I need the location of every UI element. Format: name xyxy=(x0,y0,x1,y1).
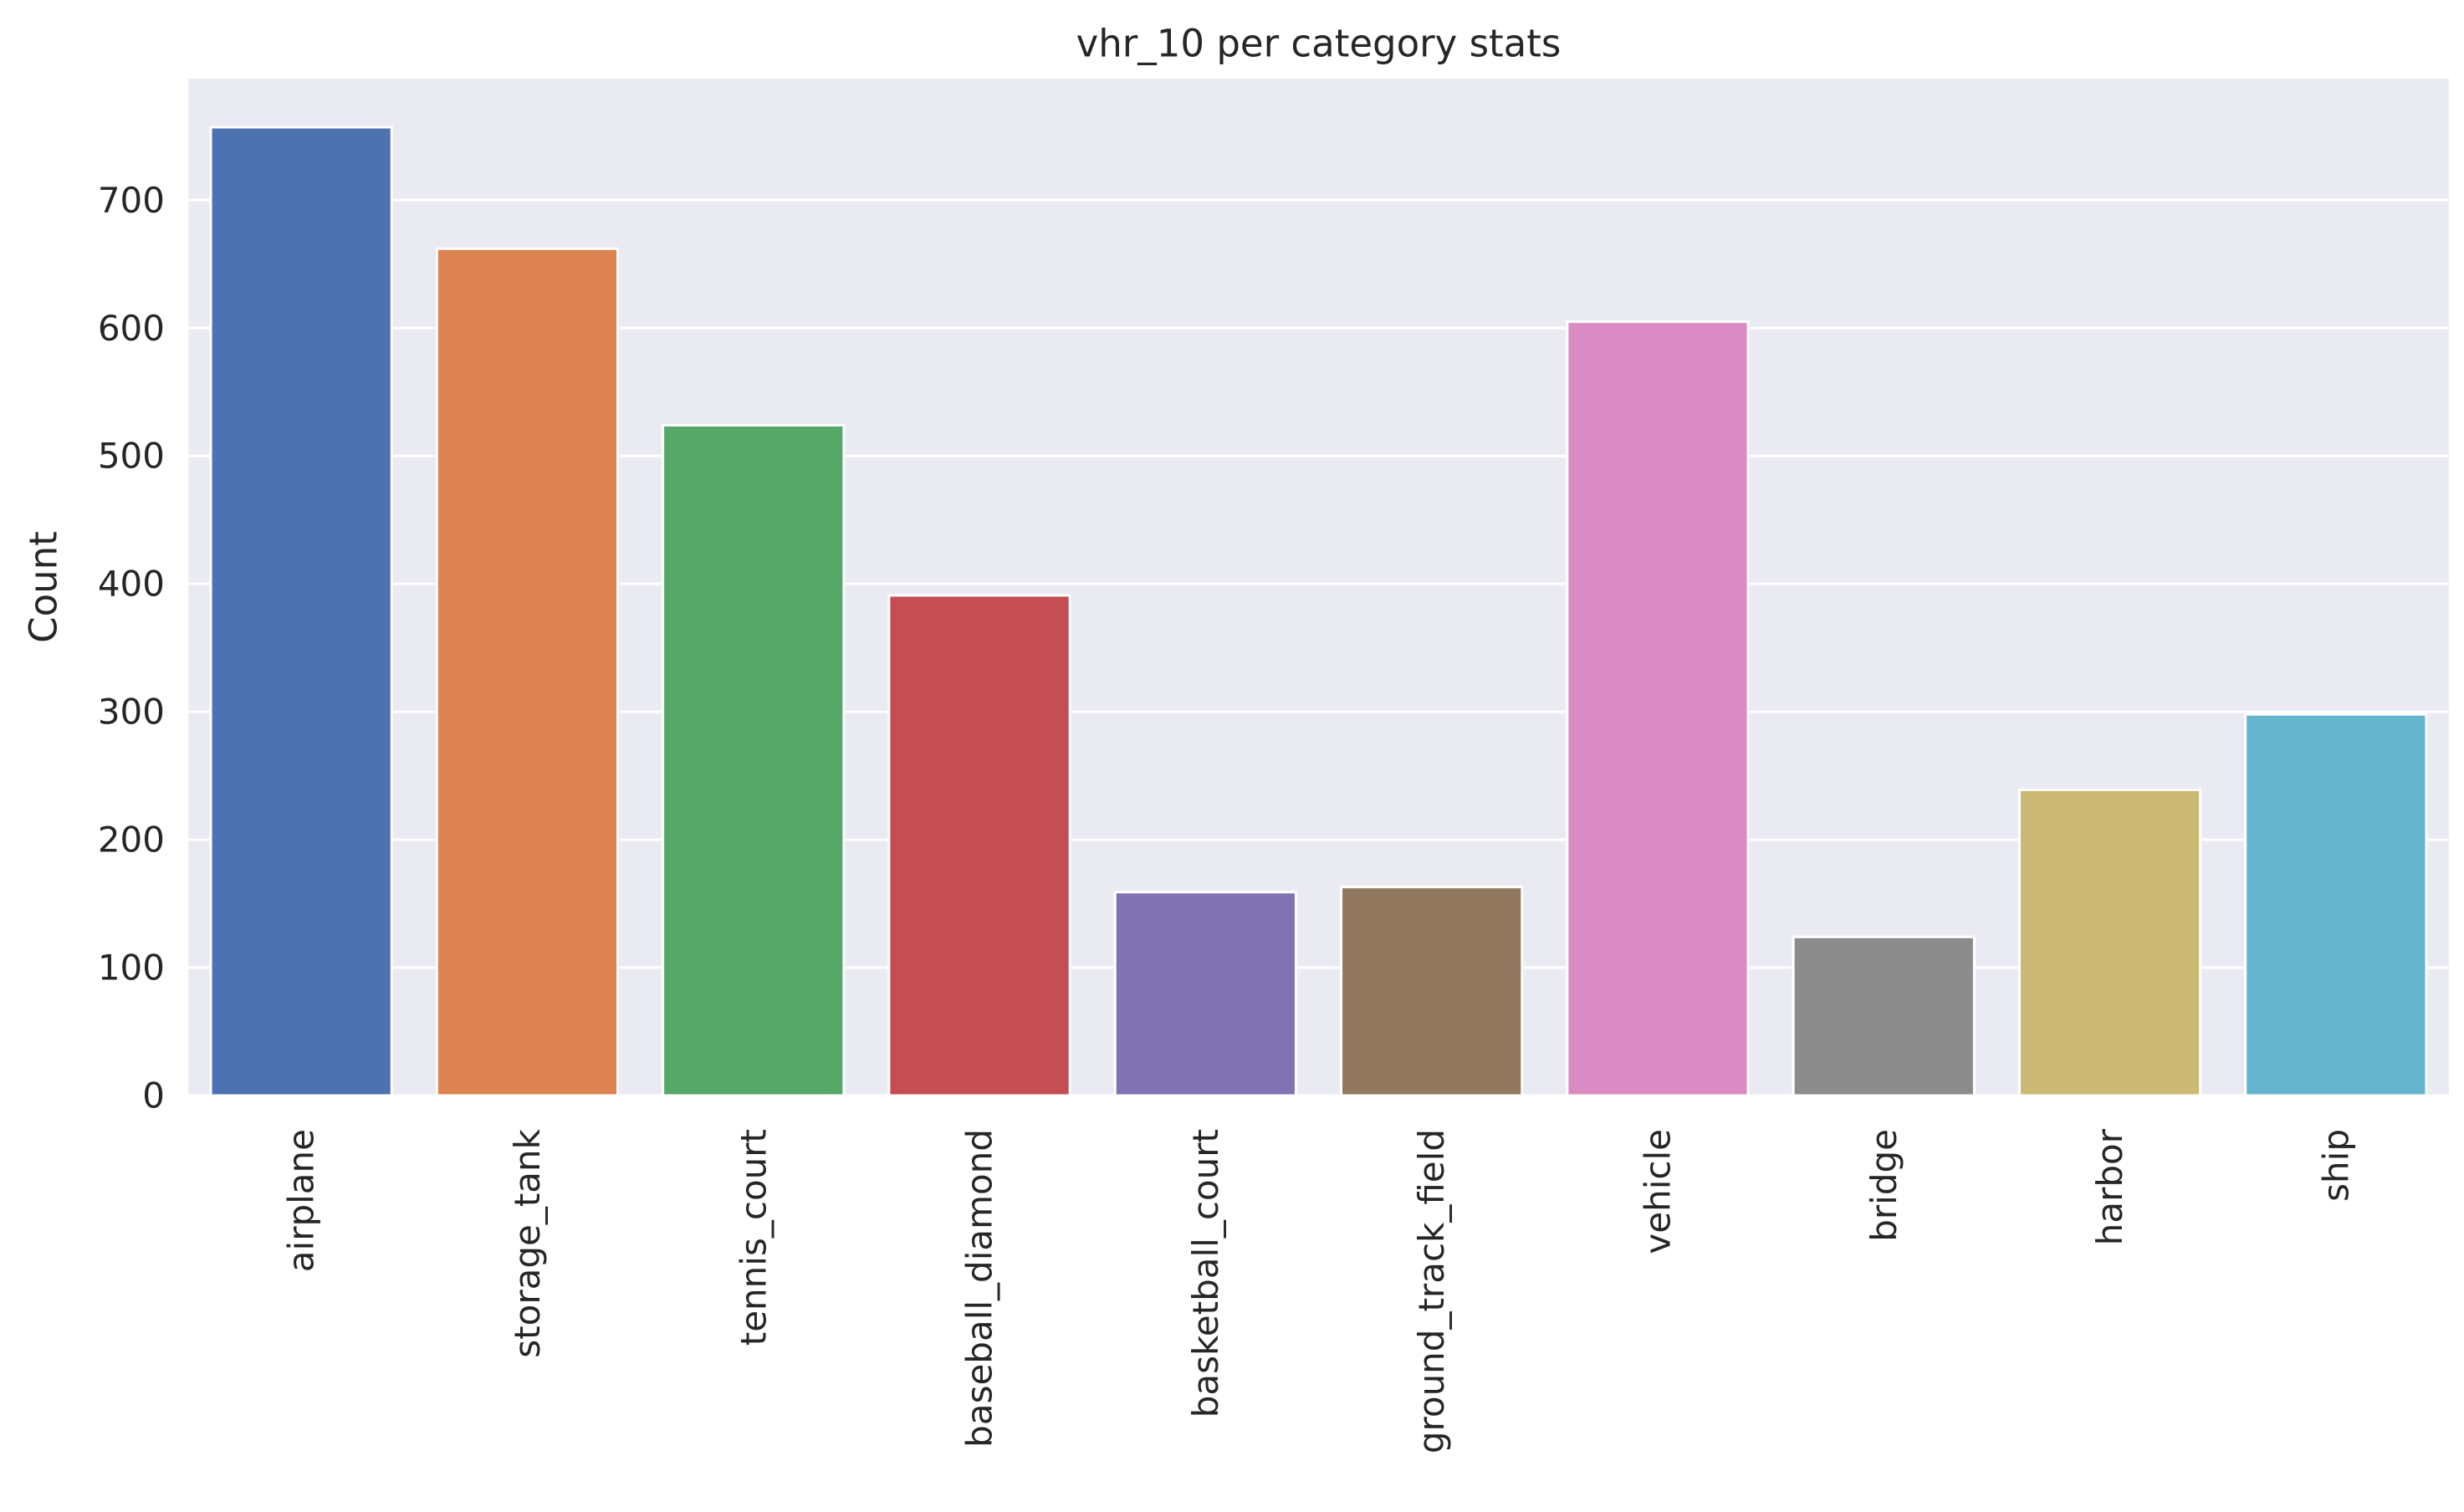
bar-harbor xyxy=(2017,788,2202,1097)
bar-tennis-court xyxy=(662,424,846,1097)
x-tick-label: harbor xyxy=(2089,1128,2130,1245)
bar-basketball-court xyxy=(1113,891,1297,1097)
x-tick-label: tennis_court xyxy=(733,1129,774,1346)
bar-ship xyxy=(2244,713,2428,1097)
bar-vehicle xyxy=(1566,320,1750,1097)
x-tick-label: storage_tank xyxy=(507,1128,548,1357)
x-tick-label: vehicle xyxy=(1637,1129,1678,1254)
chart-title: vhr_10 per category stats xyxy=(1076,22,1562,66)
x-axis-ticks: airplane storage_tank tennis_court baseball… xyxy=(281,1128,2357,1453)
y-tick-label: 700 xyxy=(98,180,165,221)
y-axis-ticks: 0 100 200 300 400 500 600 700 xyxy=(98,180,165,1116)
y-tick-label: 400 xyxy=(98,564,165,605)
x-tick-label: bridge xyxy=(1863,1129,1904,1242)
bar-airplane xyxy=(209,125,393,1097)
x-tick-label: baseball_diamond xyxy=(959,1129,1000,1448)
x-tick-label: ship xyxy=(2315,1129,2356,1202)
bar-ground-track-field xyxy=(1340,886,1524,1097)
y-tick-label: 500 xyxy=(98,436,165,477)
y-tick-label: 100 xyxy=(98,948,165,988)
bar-baseball-diamond xyxy=(887,594,1071,1097)
y-tick-label: 200 xyxy=(98,820,165,861)
bar-storage-tank xyxy=(435,247,620,1097)
x-tick-label: airplane xyxy=(281,1129,322,1272)
x-tick-label: ground_track_field xyxy=(1411,1129,1452,1453)
y-tick-label: 0 xyxy=(142,1075,165,1116)
y-axis-label: Count xyxy=(22,531,66,643)
y-tick-label: 300 xyxy=(98,692,165,733)
bars xyxy=(209,125,2428,1097)
y-tick-label: 600 xyxy=(98,308,165,349)
bar-bridge xyxy=(1792,935,1976,1097)
x-tick-label: basketball_court xyxy=(1185,1129,1226,1418)
